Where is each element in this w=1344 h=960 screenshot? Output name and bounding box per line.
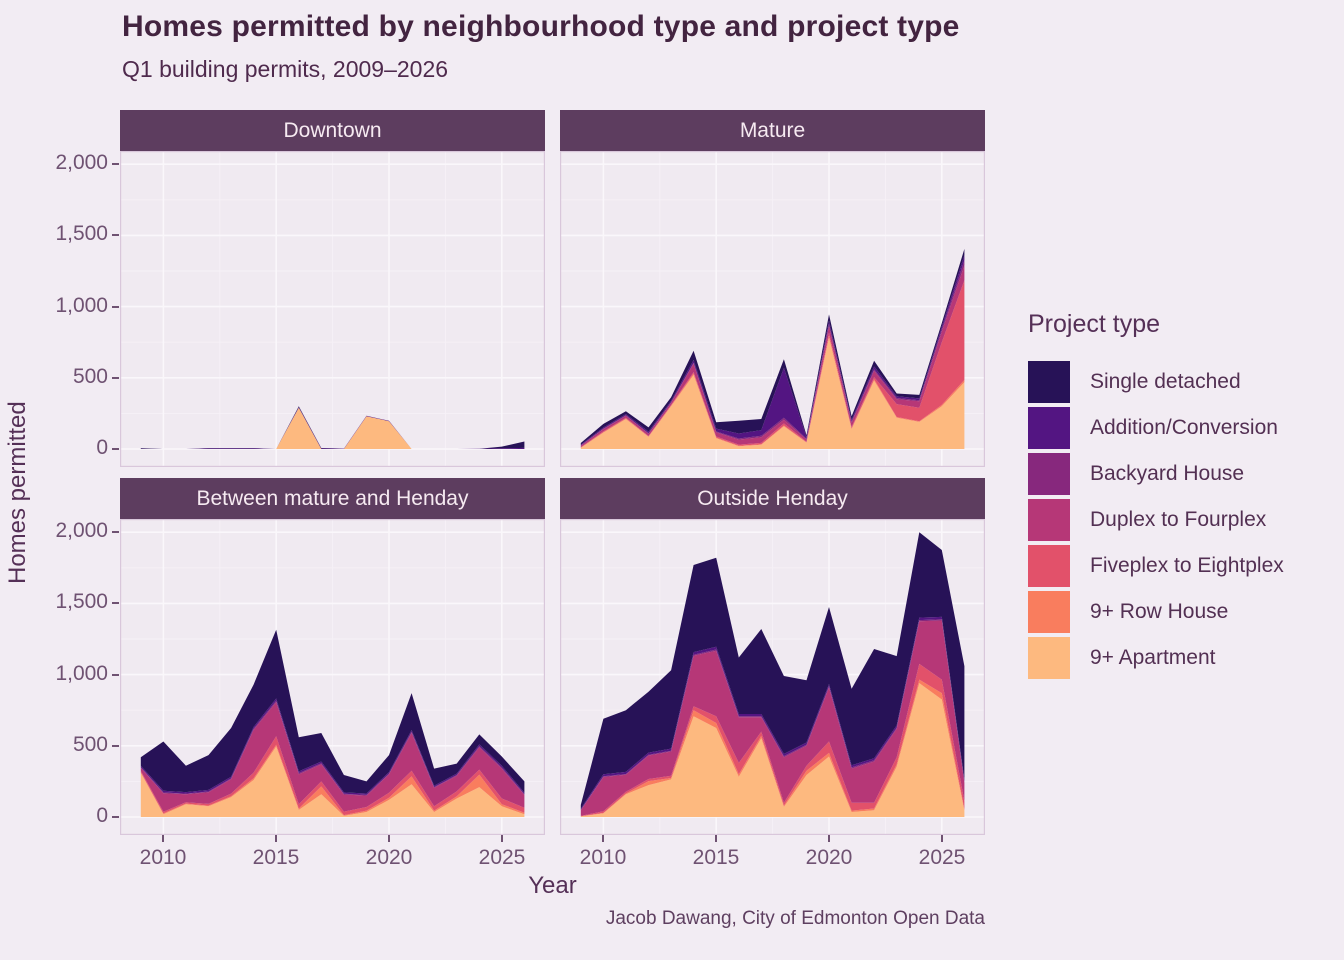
legend-items: Single detached Addition/Conversion Backya… bbox=[1028, 361, 1328, 679]
x-tick-mark bbox=[941, 835, 943, 842]
page-subtitle: Q1 building permits, 2009–2026 bbox=[122, 56, 449, 82]
legend-item-9-apartment: 9+ Apartment bbox=[1028, 637, 1328, 679]
area-9-apartment bbox=[580, 337, 965, 449]
x-tick-mark bbox=[715, 835, 717, 842]
x-tick-label-col0-2015: 2015 bbox=[252, 846, 300, 869]
y-tick-label-row1-2000: 2,000 bbox=[55, 519, 108, 542]
x-tick-mark bbox=[602, 835, 604, 842]
facet-strip-outside-henday: Outside Henday bbox=[560, 478, 985, 519]
legend-swatch-icon bbox=[1028, 407, 1070, 449]
legend-swatch-icon bbox=[1028, 361, 1070, 403]
legend-item-fiveplex-to-eightplex: Fiveplex to Eightplex bbox=[1028, 545, 1328, 587]
legend-item-duplex-to-fourplex: Duplex to Fourplex bbox=[1028, 499, 1328, 541]
facet-strip-mature: Mature bbox=[560, 110, 985, 151]
y-tick-mark bbox=[112, 448, 119, 450]
x-axis-title: Year bbox=[528, 872, 577, 899]
legend-item-addition-conversion: Addition/Conversion bbox=[1028, 407, 1328, 449]
legend-item-backyard-house: Backyard House bbox=[1028, 453, 1328, 495]
y-tick-mark bbox=[112, 163, 119, 165]
outside-henday-area-chart bbox=[560, 519, 985, 835]
y-tick-mark bbox=[112, 674, 119, 676]
area-addition-conversion bbox=[580, 616, 965, 810]
legend: Project type Single detached Addition/Con… bbox=[1028, 310, 1328, 679]
x-tick-label-col0-2010: 2010 bbox=[139, 846, 187, 869]
caption: Jacob Dawang, City of Edmonton Open Data bbox=[605, 908, 985, 929]
legend-label: Fiveplex to Eightplex bbox=[1090, 554, 1284, 577]
y-tick-mark bbox=[112, 531, 119, 533]
area-9-row-house bbox=[140, 744, 525, 816]
between-mature-and-henday-area-chart bbox=[120, 519, 545, 835]
area-duplex-to-fourplex bbox=[140, 702, 525, 812]
y-tick-mark bbox=[112, 377, 119, 379]
legend-swatch-icon bbox=[1028, 453, 1070, 495]
y-tick-label-row0-0: 0 bbox=[96, 436, 108, 459]
facet-panel-downtown bbox=[120, 151, 545, 467]
legend-label: 9+ Apartment bbox=[1090, 646, 1216, 669]
legend-swatch-icon bbox=[1028, 545, 1070, 587]
y-tick-label-row1-500: 500 bbox=[72, 733, 108, 756]
x-tick-mark bbox=[501, 835, 503, 842]
legend-label: Single detached bbox=[1090, 370, 1241, 393]
x-tick-label-col0-2025: 2025 bbox=[478, 846, 526, 869]
y-tick-label-row1-1000: 1,000 bbox=[55, 662, 108, 685]
x-tick-label-col1-2020: 2020 bbox=[805, 846, 853, 869]
x-tick-mark bbox=[162, 835, 164, 842]
area-single-detached bbox=[140, 629, 525, 794]
y-tick-label-row0-2000: 2,000 bbox=[55, 151, 108, 174]
x-tick-label-col1-2015: 2015 bbox=[692, 846, 740, 869]
y-tick-mark bbox=[112, 602, 119, 604]
y-tick-mark bbox=[112, 816, 119, 818]
y-tick-mark bbox=[112, 306, 119, 308]
legend-item-9-row-house: 9+ Row House bbox=[1028, 591, 1328, 633]
page-title: Homes permitted by neighbourhood type an… bbox=[122, 10, 960, 43]
facet-panel-between-mature-and-henday bbox=[120, 519, 545, 835]
legend-label: Duplex to Fourplex bbox=[1090, 508, 1267, 531]
area-addition-conversion bbox=[580, 255, 965, 446]
legend-label: 9+ Row House bbox=[1090, 600, 1229, 623]
y-tick-label-row0-1500: 1,500 bbox=[55, 222, 108, 245]
area-backyard-house bbox=[580, 619, 965, 811]
x-tick-label-col0-2020: 2020 bbox=[365, 846, 413, 869]
legend-label: Backyard House bbox=[1090, 462, 1245, 485]
x-tick-label-col1-2010: 2010 bbox=[579, 846, 627, 869]
legend-item-single-detached: Single detached bbox=[1028, 361, 1328, 403]
x-tick-mark bbox=[388, 835, 390, 842]
legend-title: Project type bbox=[1028, 310, 1161, 338]
y-tick-mark bbox=[112, 234, 119, 236]
facet-strip-between-mature-and-henday: Between mature and Henday bbox=[120, 478, 545, 519]
area-9-apartment bbox=[580, 683, 965, 817]
area-single-detached bbox=[580, 532, 965, 809]
y-tick-mark bbox=[112, 745, 119, 747]
x-tick-mark bbox=[275, 835, 277, 842]
x-tick-label-col1-2025: 2025 bbox=[918, 846, 966, 869]
facet-panel-mature bbox=[560, 151, 985, 467]
legend-label: Addition/Conversion bbox=[1090, 416, 1278, 439]
y-tick-label-row0-1000: 1,000 bbox=[55, 294, 108, 317]
facet-panel-outside-henday bbox=[560, 519, 985, 835]
legend-swatch-icon bbox=[1028, 637, 1070, 679]
area-fiveplex-to-eightplex bbox=[580, 663, 965, 817]
legend-swatch-icon bbox=[1028, 499, 1070, 541]
y-tick-label-row0-500: 500 bbox=[72, 365, 108, 388]
legend-swatch-icon bbox=[1028, 591, 1070, 633]
downtown-area-chart bbox=[120, 151, 545, 467]
mature-area-chart bbox=[560, 151, 985, 467]
area-fiveplex-to-eightplex bbox=[140, 736, 525, 816]
area-9-apartment bbox=[140, 746, 525, 817]
y-tick-label-row1-0: 0 bbox=[96, 804, 108, 827]
x-tick-mark bbox=[828, 835, 830, 842]
y-tick-label-row1-1500: 1,500 bbox=[55, 590, 108, 613]
facet-strip-downtown: Downtown bbox=[120, 110, 545, 151]
area-duplex-to-fourplex bbox=[580, 620, 965, 816]
